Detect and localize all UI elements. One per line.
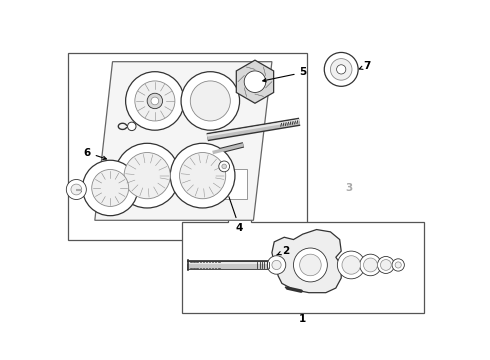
Circle shape [272, 260, 281, 270]
Circle shape [244, 71, 266, 93]
Text: 2: 2 [277, 246, 290, 256]
Circle shape [330, 59, 352, 80]
Circle shape [135, 81, 175, 121]
Polygon shape [236, 60, 273, 103]
Circle shape [395, 262, 401, 268]
Text: 4: 4 [229, 197, 243, 233]
Circle shape [147, 93, 163, 109]
Bar [205, 170, 247, 199]
Circle shape [222, 164, 226, 169]
Circle shape [124, 153, 171, 199]
Text: 5: 5 [263, 67, 307, 82]
Circle shape [66, 180, 86, 199]
Circle shape [170, 143, 235, 208]
Text: 1: 1 [299, 314, 306, 324]
Circle shape [125, 72, 184, 130]
Circle shape [179, 153, 226, 199]
Circle shape [337, 251, 365, 279]
Circle shape [364, 258, 377, 272]
Polygon shape [95, 62, 272, 220]
Circle shape [342, 256, 361, 274]
Circle shape [392, 259, 404, 271]
Text: 7: 7 [359, 61, 370, 71]
Polygon shape [272, 230, 341, 293]
Bar [68, 53, 307, 239]
Circle shape [377, 256, 394, 274]
Circle shape [181, 72, 240, 130]
Circle shape [219, 161, 229, 172]
Text: 3: 3 [345, 183, 352, 193]
Circle shape [381, 260, 391, 270]
Circle shape [190, 81, 230, 121]
Circle shape [115, 143, 179, 208]
Circle shape [324, 53, 358, 86]
Text: 6: 6 [83, 148, 106, 159]
Circle shape [71, 184, 82, 195]
Circle shape [294, 248, 327, 282]
Circle shape [337, 65, 346, 74]
Circle shape [360, 254, 381, 276]
Circle shape [127, 122, 136, 131]
Circle shape [92, 170, 129, 206]
Polygon shape [182, 213, 424, 313]
Circle shape [268, 256, 286, 274]
Circle shape [82, 160, 138, 216]
Circle shape [151, 97, 159, 105]
Circle shape [299, 254, 321, 276]
